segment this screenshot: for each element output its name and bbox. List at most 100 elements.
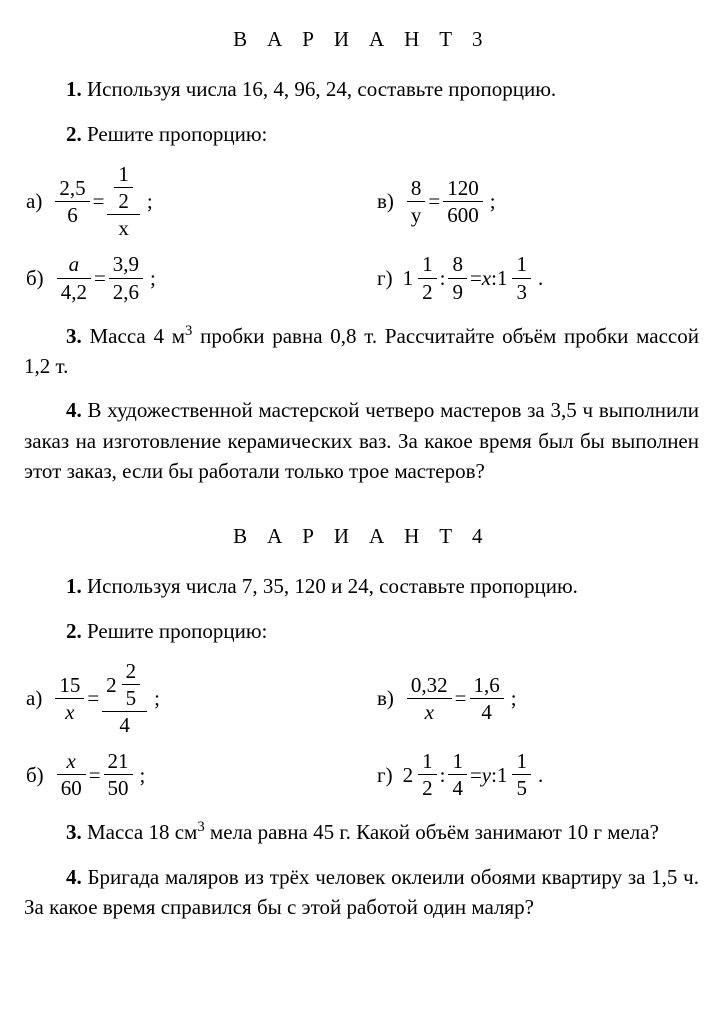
v3-p1-text: Используя числа 16, 4, 96, 24, составьте… — [82, 77, 556, 101]
v4-eq-v-expr: 0,32 x = 1,6 4 ; — [404, 674, 517, 723]
v4-eq-b-expr: x 60 = 21 50 ; — [54, 750, 146, 799]
fraction: 1 2 — [418, 750, 437, 799]
numerator: 1 — [418, 750, 437, 772]
fraction-bar — [448, 278, 467, 279]
v4-p2-num: 2. — [66, 619, 82, 643]
v3-p4-text: В художественной мастерской четверо маст… — [24, 398, 699, 483]
fraction: 1 3 — [512, 253, 531, 302]
denominator: 4 — [115, 714, 134, 736]
v4-p1-text: Используя числа 7, 35, 120 и 24, составь… — [82, 574, 578, 598]
fraction-bar — [109, 278, 143, 279]
fraction: 1 5 — [512, 750, 531, 799]
fraction: 8 y — [407, 177, 426, 226]
numerator: 1 — [512, 750, 531, 772]
fraction-bar — [104, 774, 133, 775]
v3-eq-a-expr: 2,5 6 = 1 2 x — [52, 163, 152, 239]
v4-problem-4: 4. Бригада маляров из трёх человек оклеи… — [24, 862, 699, 923]
v4-eq-row-2: б) x 60 = 21 50 ; — [24, 750, 699, 799]
v4-eq-b: б) x 60 = 21 50 ; — [24, 750, 377, 799]
v4-eq-v-label: в) — [377, 683, 394, 713]
equals-sign: = — [470, 760, 482, 790]
fraction-bar — [407, 698, 452, 699]
v3-equations: а) 2,5 6 = 1 2 — [24, 163, 699, 302]
v3-eq-v-label: в) — [377, 186, 394, 216]
v4-p3-num: 3. — [66, 820, 82, 844]
numerator: x — [63, 750, 80, 772]
whole: 1 — [403, 263, 414, 293]
numerator: 1 — [418, 253, 437, 275]
fraction: 21 50 — [104, 750, 133, 799]
fraction-bar — [114, 187, 133, 188]
fraction-bar — [512, 774, 531, 775]
fraction-bar — [107, 214, 140, 215]
fraction-bar — [470, 698, 504, 699]
fraction-bar — [57, 774, 86, 775]
denominator: 50 — [104, 777, 133, 799]
v3-p2-text: Решите пропорцию: — [82, 122, 268, 146]
denominator: 3 — [512, 281, 531, 303]
equals-sign: = — [93, 186, 105, 216]
fraction: 2 2 5 4 — [102, 660, 147, 736]
v4-p1-num: 1. — [66, 574, 82, 598]
fraction: 1 2 — [114, 163, 133, 212]
v4-eq-a-expr: 15 x = 2 2 5 — [52, 660, 160, 736]
v4-eq-g-expr: 2 1 2 : 1 4 = y : — [403, 750, 544, 799]
variant3-title: В А Р И А Н Т 3 — [24, 24, 699, 54]
v4-p3-a: Масса 18 см — [82, 820, 198, 844]
numerator: 8 — [448, 253, 467, 275]
v4-p2-text: Решите пропорцию: — [82, 619, 268, 643]
equals-sign: = — [455, 683, 467, 713]
fraction-bar — [418, 774, 437, 775]
denominator: 2 — [418, 777, 437, 799]
v3-eq-row-2: б) a 4,2 = 3,9 2,6 ; — [24, 253, 699, 302]
whole: 1 — [497, 760, 508, 790]
fraction-bar — [418, 278, 437, 279]
v4-p4-num: 4. — [66, 865, 82, 889]
v3-eq-v: в) 8 y = 120 600 ; — [377, 177, 701, 226]
v3-problem-4: 4. В художественной мастерской четверо м… — [24, 395, 699, 486]
denominator: y — [407, 204, 426, 226]
v3-eq-g: г) 1 1 2 : 8 9 — [377, 253, 701, 302]
fraction: 1 2 — [418, 253, 437, 302]
fraction: 1,6 4 — [470, 674, 504, 723]
mixed-number: 1 1 2 — [403, 253, 440, 302]
numerator: 3,9 — [109, 253, 143, 275]
v3-p1-num: 1. — [66, 77, 82, 101]
denominator: x — [421, 701, 438, 723]
denominator: 600 — [443, 204, 483, 226]
denominator: 4,2 — [57, 281, 91, 303]
punct: ; — [147, 186, 153, 216]
numerator: 1 — [114, 163, 133, 185]
fraction-bar — [448, 774, 467, 775]
v4-p4-text: Бригада маляров из трёх человек оклеили … — [24, 865, 699, 919]
punct: ; — [511, 683, 517, 713]
denominator: 2 — [114, 190, 133, 212]
numerator: 15 — [55, 674, 84, 696]
denominator: 5 — [122, 687, 141, 709]
numerator: 2 — [122, 660, 141, 682]
v3-p3-num: 3. — [66, 324, 82, 348]
fraction-bar — [443, 201, 483, 202]
v3-eq-b-expr: a 4,2 = 3,9 2,6 ; — [54, 253, 156, 302]
denominator: 9 — [448, 281, 467, 303]
v4-eq-g-label: г) — [377, 760, 393, 790]
v3-eq-a: а) 2,5 6 = 1 2 — [24, 163, 377, 239]
v3-eq-g-expr: 1 1 2 : 8 9 = x : — [403, 253, 544, 302]
denominator: 60 — [57, 777, 86, 799]
v3-eq-b-label: б) — [26, 263, 44, 293]
denominator: 4 — [448, 777, 467, 799]
v4-eq-v: в) 0,32 x = 1,6 4 ; — [377, 674, 701, 723]
denominator: 2 — [418, 281, 437, 303]
fraction: 8 9 — [448, 253, 467, 302]
numerator: 2 2 5 — [102, 660, 147, 709]
fraction-bar — [55, 201, 89, 202]
fraction: 3,9 2,6 — [109, 253, 143, 302]
fraction-bar — [122, 684, 141, 685]
mixed-number: 2 2 5 — [106, 660, 143, 709]
colon: : — [440, 760, 446, 790]
mixed-number: 2 1 2 — [403, 750, 440, 799]
denominator: x — [114, 217, 133, 239]
v3-p3-a: Масса 4 м — [82, 324, 185, 348]
variable-y: y — [482, 760, 491, 790]
fraction-bar — [57, 278, 91, 279]
